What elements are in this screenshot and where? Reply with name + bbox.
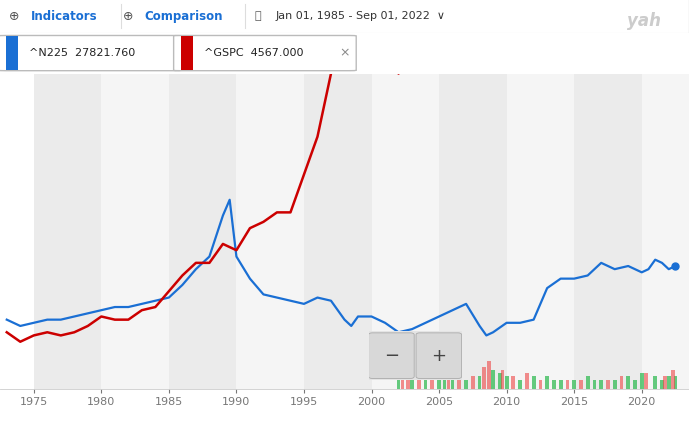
Bar [606, 380, 610, 389]
Bar [663, 377, 666, 389]
Bar [674, 377, 677, 389]
Bar [506, 74, 574, 389]
Text: ^N225  27821.760: ^N225 27821.760 [29, 48, 135, 58]
Text: Indicators: Indicators [31, 9, 98, 23]
Text: ^GSPC  4567.000: ^GSPC 4567.000 [204, 48, 303, 58]
Bar [439, 74, 506, 389]
Bar [477, 377, 482, 389]
Bar [487, 361, 491, 389]
Bar [438, 380, 441, 389]
Text: Comparison: Comparison [145, 9, 223, 23]
Text: −: − [384, 346, 399, 364]
Text: ⊕: ⊕ [123, 9, 133, 23]
Bar [599, 380, 603, 389]
Bar [431, 380, 434, 389]
Bar [34, 74, 101, 389]
Bar [169, 74, 236, 389]
Bar [613, 380, 617, 389]
Text: ×: × [340, 47, 350, 60]
Bar [442, 377, 446, 389]
Bar [640, 373, 644, 389]
FancyBboxPatch shape [174, 37, 356, 71]
Bar [236, 74, 304, 389]
Bar [574, 74, 641, 389]
Bar [653, 377, 657, 389]
Bar [566, 380, 569, 389]
Bar [539, 380, 542, 389]
Bar [593, 380, 596, 389]
Bar [644, 373, 648, 389]
Bar [491, 370, 495, 389]
Bar [559, 380, 562, 389]
Bar [641, 74, 689, 389]
Bar [501, 370, 504, 389]
FancyBboxPatch shape [416, 333, 462, 378]
Bar [417, 377, 421, 389]
Text: +: + [431, 346, 446, 364]
Bar [532, 377, 535, 389]
Bar [406, 373, 410, 389]
Bar [660, 380, 664, 389]
Bar [579, 380, 583, 389]
Bar [397, 380, 400, 389]
Bar [671, 370, 675, 389]
Bar [101, 74, 169, 389]
Bar [619, 377, 624, 389]
Bar [371, 74, 439, 389]
Bar [471, 377, 475, 389]
Bar [498, 373, 502, 389]
Bar [6, 37, 18, 71]
Bar [446, 380, 451, 389]
Bar [401, 367, 404, 389]
Text: Jan 01, 1985 - Sep 01, 2022  ∨: Jan 01, 1985 - Sep 01, 2022 ∨ [276, 11, 446, 21]
Bar [511, 377, 515, 389]
Bar [424, 377, 427, 389]
Bar [457, 380, 461, 389]
Bar [573, 380, 576, 389]
Bar [586, 377, 590, 389]
Bar [464, 380, 468, 389]
Text: 📅: 📅 [255, 11, 262, 21]
Bar [518, 380, 522, 389]
Bar [505, 377, 508, 389]
Bar [545, 377, 549, 389]
Bar [552, 380, 556, 389]
Bar [181, 37, 193, 71]
Bar [667, 377, 670, 389]
Bar [626, 377, 630, 389]
FancyBboxPatch shape [0, 37, 181, 71]
Bar [482, 367, 486, 389]
Bar [410, 373, 414, 389]
FancyBboxPatch shape [365, 329, 465, 383]
Text: ⊕: ⊕ [9, 9, 19, 23]
Bar [525, 373, 528, 389]
Bar [633, 380, 637, 389]
Bar [304, 74, 371, 389]
Bar [451, 380, 455, 389]
Text: yah: yah [627, 12, 661, 30]
FancyBboxPatch shape [369, 333, 414, 378]
